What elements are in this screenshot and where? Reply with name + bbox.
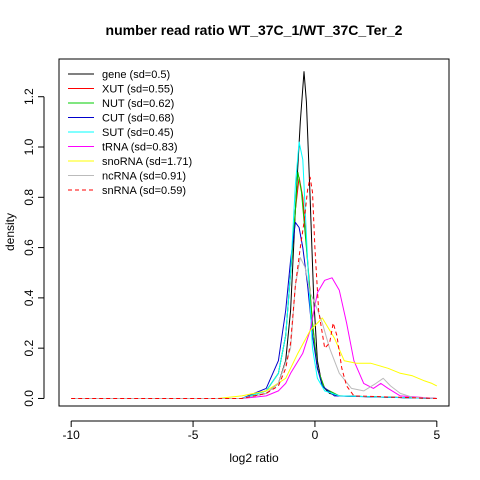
legend-label-ncrna: ncRNA (sd=0.91) xyxy=(102,171,186,183)
legend-label-xut: XUT (sd=0.55) xyxy=(102,84,174,96)
y-tick-label: 0.4 xyxy=(22,289,36,306)
axes: -10 -5 0 5 0.0 0.2 0.4 0.6 0.8 1.0 1.2 xyxy=(22,88,440,442)
series-line-trna xyxy=(71,277,437,399)
x-tick-label: -5 xyxy=(188,428,199,442)
series-line-xut xyxy=(71,176,437,399)
series-line-sut xyxy=(71,141,437,399)
y-axis-label: density xyxy=(3,213,17,251)
legend-label-snorna: snoRNA (sd=1.71) xyxy=(102,156,192,168)
x-axis-label: log2 ratio xyxy=(229,451,279,465)
plot-frame xyxy=(58,58,450,407)
series-line-nut xyxy=(71,171,437,399)
series-line-snrna xyxy=(71,176,437,399)
x-tick-label: 0 xyxy=(312,428,319,442)
series-line-ncrna xyxy=(71,257,437,399)
chart-title: number read ratio WT_37C_1/WT_37C_Ter_2 xyxy=(106,22,403,38)
y-tick-label: 0.8 xyxy=(22,189,36,206)
series-layer xyxy=(71,71,438,399)
y-tick-label: 0.0 xyxy=(22,390,36,407)
legend-label-sut: SUT (sd=0.45) xyxy=(102,127,174,139)
series-line-snorna xyxy=(71,317,438,399)
x-tick-label: 5 xyxy=(433,428,440,442)
series-line-cut xyxy=(71,221,437,399)
legend-label-gene: gene (sd=0.5) xyxy=(102,69,170,81)
legend-label-snrna: snRNA (sd=0.59) xyxy=(102,185,186,197)
y-tick-label: 1.2 xyxy=(22,88,36,105)
legend: gene (sd=0.5) XUT (sd=0.55) NUT (sd=0.62) C… xyxy=(68,69,192,197)
y-tick-label: 0.2 xyxy=(22,340,36,357)
y-tick-label: 1.0 xyxy=(22,138,36,155)
legend-label-trna: tRNA (sd=0.83) xyxy=(102,142,178,154)
y-tick-label: 0.6 xyxy=(22,239,36,256)
legend-label-cut: CUT (sd=0.68) xyxy=(102,113,174,125)
x-tick-label: -10 xyxy=(63,428,81,442)
legend-label-nut: NUT (sd=0.62) xyxy=(102,98,174,110)
